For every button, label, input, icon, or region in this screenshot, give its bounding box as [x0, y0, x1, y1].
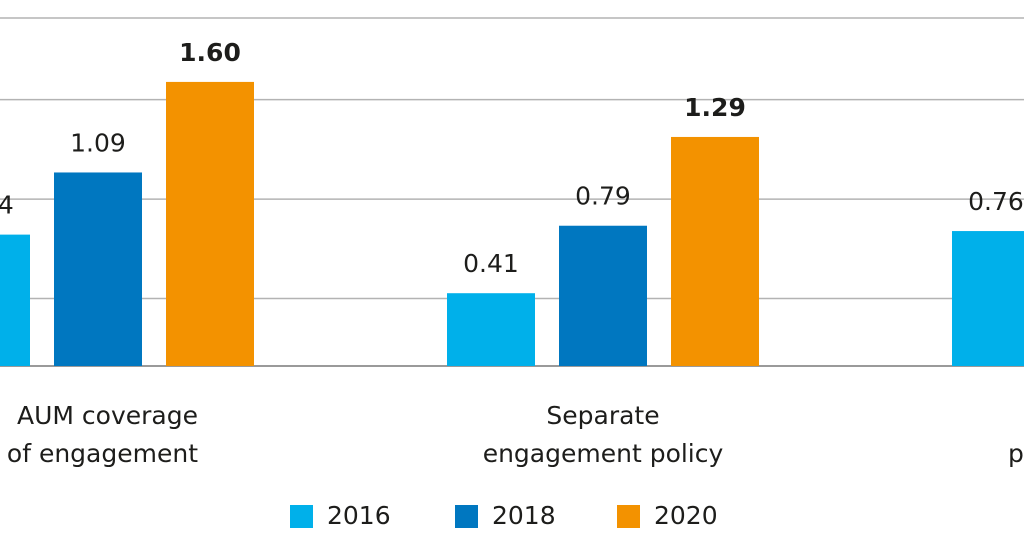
- legend-label: 2020: [654, 501, 718, 530]
- value-label: 0.79: [575, 182, 631, 211]
- category-label: p: [1008, 439, 1024, 468]
- value-label: 0.41: [463, 249, 519, 278]
- bar: [54, 172, 142, 366]
- value-label: 0.76: [968, 187, 1024, 216]
- legend-swatch: [290, 505, 313, 528]
- bar: [447, 293, 535, 366]
- value-label: 0.74: [0, 191, 14, 220]
- category-label: Separate: [546, 401, 659, 430]
- value-label: 1.29: [684, 93, 746, 122]
- category-label: of engagement: [7, 439, 198, 468]
- value-label: 1.60: [179, 38, 241, 67]
- bar: [952, 231, 1024, 366]
- category-label: engagement policy: [483, 439, 724, 468]
- bar: [671, 136, 759, 366]
- bar: [166, 81, 254, 366]
- legend-swatch: [617, 505, 640, 528]
- category-label: AUM coverage: [17, 401, 198, 430]
- bar: [0, 234, 30, 366]
- legend-label: 2016: [327, 501, 391, 530]
- bar: [559, 225, 647, 366]
- legend-label: 2018: [492, 501, 556, 530]
- legend-swatch: [455, 505, 478, 528]
- value-label: 1.09: [70, 128, 126, 157]
